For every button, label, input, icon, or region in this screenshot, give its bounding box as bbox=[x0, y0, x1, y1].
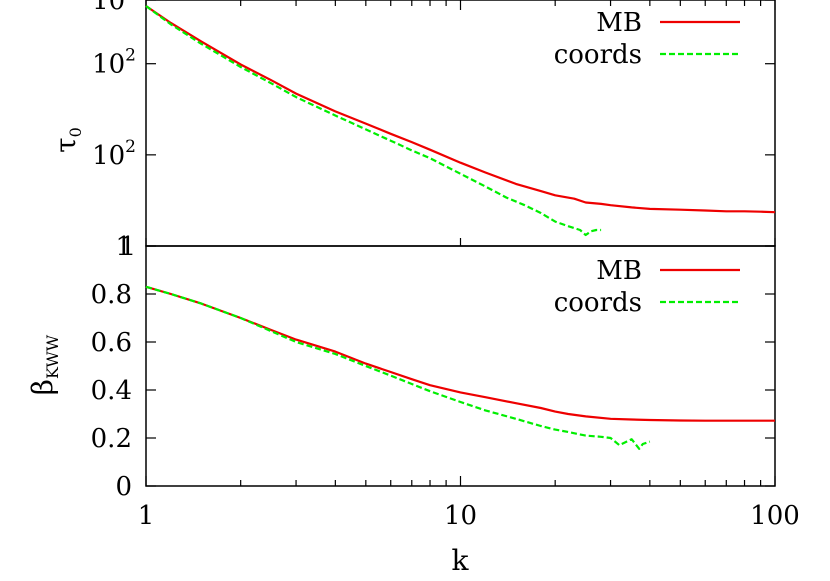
top-y-tick-label: 102 bbox=[92, 137, 136, 171]
bottom-y-axis-title: βKWW bbox=[26, 334, 62, 395]
tick-exponent: 2 bbox=[125, 137, 136, 157]
top-y-ticks: 1102102103 bbox=[92, 0, 775, 262]
bottom-MB-line bbox=[145, 285, 775, 422]
bottom-panel-frame bbox=[145, 245, 776, 487]
bottom-y-tick-label: 1 bbox=[115, 232, 132, 262]
legend-label: coords bbox=[554, 288, 642, 318]
tick-exponent: 2 bbox=[125, 46, 136, 66]
tick-base: 1 bbox=[119, 232, 136, 262]
bottom-y-axis-subscript: KWW bbox=[43, 334, 62, 379]
bottom-coords-line bbox=[145, 285, 651, 450]
x-axis-title: k bbox=[452, 544, 470, 577]
bottom-series-group bbox=[145, 285, 775, 450]
top-y-axis-subscript: 0 bbox=[66, 127, 85, 137]
x-tick-label: 100 bbox=[750, 501, 800, 531]
bottom-y-tick-label: 0.4 bbox=[91, 376, 132, 406]
top-y-axis-title: τ0 bbox=[49, 127, 85, 153]
x-ticks: 1 10 100 bbox=[138, 0, 800, 531]
bottom-y-tick-label: 0.6 bbox=[91, 328, 132, 358]
bottom-y-axis-symbol: β bbox=[26, 379, 59, 395]
legend-label: MB bbox=[596, 8, 642, 38]
bottom-y-tick-label: 0 bbox=[115, 472, 132, 502]
legend-label: MB bbox=[596, 256, 642, 286]
top-coords-line bbox=[145, 5, 602, 237]
tick-base: 10 bbox=[92, 141, 125, 171]
bottom-y-tick-label: 0.8 bbox=[91, 280, 132, 310]
top-series-group bbox=[145, 5, 776, 237]
bottom-y-tick-label: 0.2 bbox=[91, 424, 132, 454]
bottom-y-ticks: 0 0.2 0.4 0.6 0.8 1 bbox=[91, 232, 775, 502]
x-tick-label: 1 bbox=[138, 501, 155, 531]
legend-label: coords bbox=[554, 40, 642, 70]
top-y-tick-label: 103 bbox=[92, 0, 136, 16]
x-tick-label: 10 bbox=[444, 501, 477, 531]
top-y-axis-symbol: τ bbox=[49, 137, 82, 153]
top-y-tick-label: 1 bbox=[119, 232, 136, 262]
tick-exponent: 3 bbox=[125, 0, 136, 2]
top-y-tick-label: 102 bbox=[92, 46, 136, 80]
tick-base: 10 bbox=[92, 0, 125, 16]
top-MB-line bbox=[145, 5, 776, 214]
tick-base: 10 bbox=[92, 50, 125, 80]
